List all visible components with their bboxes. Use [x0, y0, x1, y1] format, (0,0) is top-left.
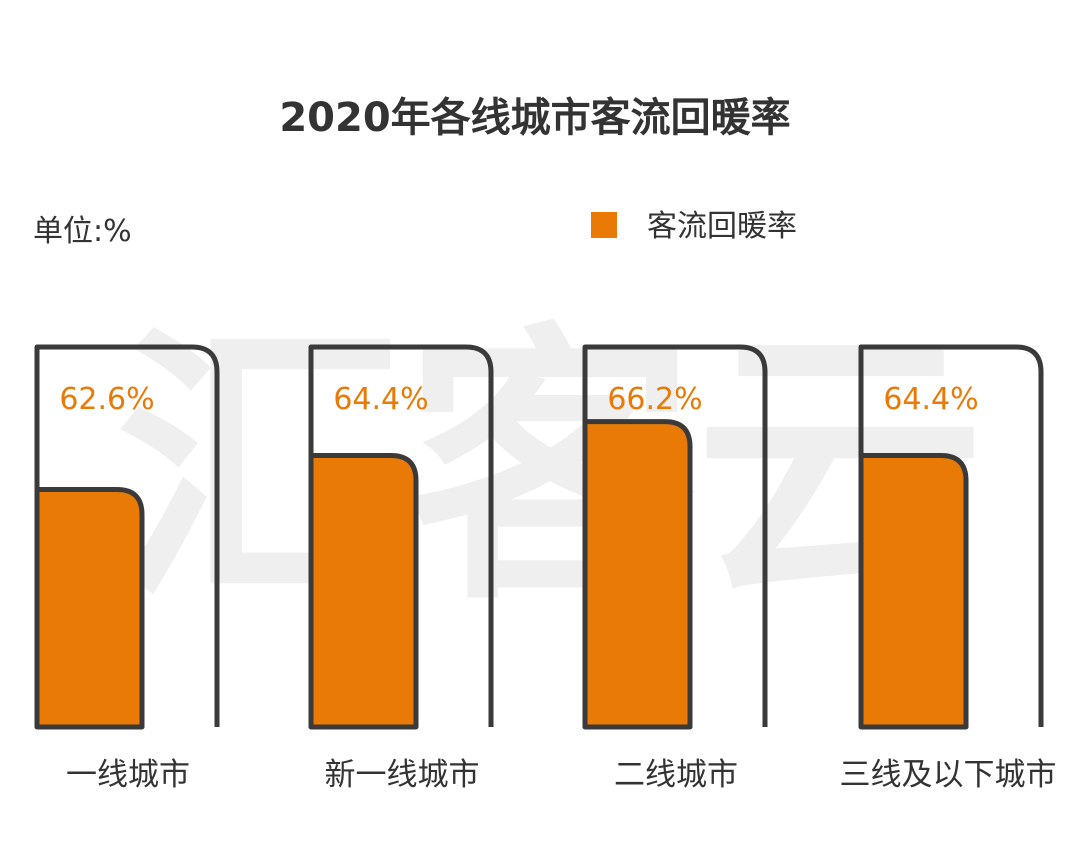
value-label: 62.6%: [59, 382, 154, 417]
value-label: 64.4%: [333, 382, 428, 417]
bar-frame: [34, 344, 220, 727]
bars-group: 62.6% 一线城市 64.4% 新一线城市 66.2% 二线城市 64.4% 三线及以下城市: [34, 344, 1057, 793]
category-label: 二线城市: [614, 757, 738, 793]
legend-swatch: [591, 212, 617, 238]
category-label: 新一线城市: [325, 757, 480, 793]
bar: [582, 419, 693, 730]
category-label: 三线及以下城市: [840, 757, 1057, 793]
value-label: 64.4%: [883, 382, 978, 417]
bar: [858, 453, 969, 730]
bar: [34, 486, 145, 730]
chart-title: 2020年各线城市客流回暖率: [279, 95, 790, 141]
bar-frame: [582, 344, 768, 727]
unit-label: 单位:%: [33, 214, 132, 249]
category-label: 一线城市: [66, 757, 190, 793]
bar: [308, 453, 419, 730]
bar-frame: [858, 344, 1044, 727]
bar-frame: [308, 344, 494, 727]
legend-label: 客流回暖率: [647, 209, 797, 244]
value-label: 66.2%: [607, 382, 702, 417]
